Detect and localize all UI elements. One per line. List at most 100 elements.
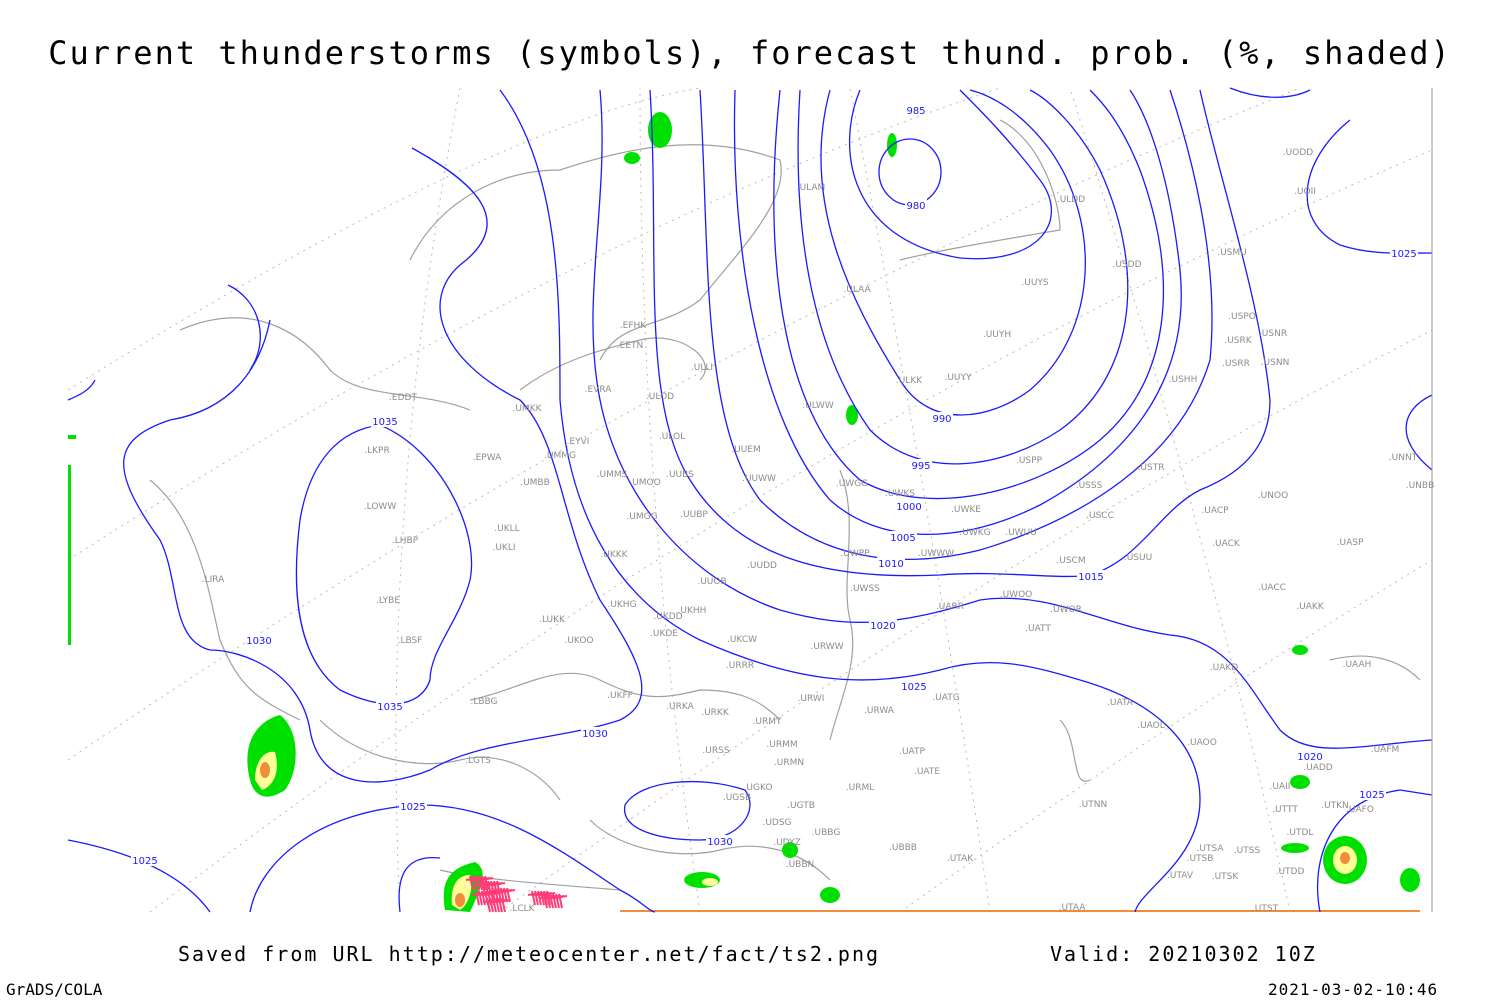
station-label: .UACC	[1258, 583, 1286, 593]
isobar-label: 1025	[400, 802, 425, 813]
station-label: .USRK	[1224, 336, 1252, 346]
station-label: .URWW	[810, 642, 843, 652]
station-label: .USRR	[1222, 359, 1250, 369]
station-label: .UTNN	[1079, 800, 1107, 810]
station-label: .UGKO	[744, 783, 773, 793]
station-label: .UOII	[1294, 187, 1316, 197]
station-label: .UMGG	[626, 512, 657, 522]
station-label: .UWUU	[1005, 528, 1037, 538]
isobar-label: 1035	[377, 702, 402, 713]
station-label: .ULLI	[691, 363, 713, 373]
isobar-label: 1035	[372, 417, 397, 428]
station-label: .UWOR	[1050, 605, 1082, 615]
station-label: .UTSA	[1197, 844, 1225, 854]
station-label: .USTR	[1138, 463, 1165, 473]
isobar-label-bg	[371, 415, 399, 427]
station-label: .UKCW	[727, 635, 757, 645]
station-label: .UUBS	[666, 470, 694, 480]
station-label: .EPWA	[473, 453, 502, 463]
station-label: .UWKS	[885, 489, 915, 499]
station-label: .USCM	[1056, 556, 1085, 566]
station-label: .UUYS	[1021, 278, 1049, 288]
isobar-label-bg	[1077, 570, 1105, 582]
station-label: .UNBB	[1406, 481, 1435, 491]
station-labels: .EDDT .LKPR .LOWW .LHBP .LIRA .LYBE .LBSF .LBBG…	[202, 148, 1435, 914]
isobar-label: 990	[932, 414, 951, 425]
thunderstorm-symbol	[482, 897, 511, 913]
station-label: .ULAM	[797, 183, 826, 193]
station-label: .UGTB	[787, 801, 815, 811]
station-label: .UKHH	[678, 606, 707, 616]
station-label: .UAOO	[1187, 738, 1217, 748]
isobar-label-bg	[581, 727, 609, 739]
station-label: .UKDE	[650, 629, 678, 639]
station-label: .USNN	[1261, 358, 1290, 368]
station-label: .EFHK	[620, 321, 647, 331]
isobar-label-bg	[399, 800, 427, 812]
station-label: .UMOO	[629, 478, 660, 488]
station-label: .UDSG	[762, 818, 791, 828]
station-label: .UTAV	[1167, 871, 1194, 881]
station-label: .UKKK	[600, 550, 628, 560]
station-label: .ULKK	[896, 376, 923, 386]
valid-time-text: Valid: 20210302 10Z	[1050, 942, 1317, 966]
station-label: .USPO	[1228, 312, 1256, 322]
station-label: .UWWW	[918, 549, 954, 559]
station-label: .UTSB	[1187, 854, 1214, 864]
station-label: .UUBP	[680, 510, 708, 520]
station-label: .UARR	[936, 602, 964, 612]
isobar-label: 1030	[246, 636, 271, 647]
station-label: .USCC	[1086, 511, 1114, 521]
station-label: .UNOO	[1258, 491, 1288, 501]
isobar-label-bg	[706, 835, 734, 847]
station-label: .UTDL	[1287, 828, 1314, 838]
station-label: .LBBG	[470, 697, 497, 707]
isobar-label-bg	[376, 700, 404, 712]
station-label: .UUYH	[983, 330, 1011, 340]
station-label: .UKDD	[653, 612, 682, 622]
station-label: .ULWW	[802, 401, 834, 411]
isobar-label: 980	[906, 201, 925, 212]
station-label: .UUWW	[742, 474, 776, 484]
station-label: .UUEM	[731, 445, 761, 455]
station-label: .UADD	[1303, 763, 1333, 773]
isobar-label: 1005	[890, 533, 915, 544]
station-label: .URML	[846, 783, 874, 793]
station-label: .ULOL	[659, 432, 685, 442]
station-label: .USHH	[1169, 375, 1198, 385]
station-label: .UMMG	[544, 451, 576, 461]
station-label: .URWA	[864, 706, 895, 716]
station-label: .UATP	[899, 747, 925, 757]
station-label: .UAKD	[1210, 663, 1239, 673]
station-label: .URMM	[766, 740, 797, 750]
generated-timestamp: 2021-03-02-10:46	[1268, 980, 1439, 999]
isobar-label-bg	[905, 199, 927, 211]
station-label: .UUDD	[747, 561, 777, 571]
source-url-text: Saved from URL http://meteocenter.net/fa…	[178, 942, 881, 966]
station-label: .URRR	[726, 661, 754, 671]
station-label: .UAAH	[1343, 660, 1372, 670]
station-label: .UBBB	[889, 843, 917, 853]
station-label: .UGSB	[723, 793, 751, 803]
station-label: .ULAA	[843, 285, 871, 295]
station-label: .EYVI	[567, 437, 590, 447]
station-label: .UBBG	[812, 828, 841, 838]
isobar-label: 1025	[132, 856, 157, 867]
station-label: .UBBN	[786, 860, 815, 870]
isobar-label-bg	[1390, 247, 1418, 259]
station-label: .USDD	[1112, 260, 1141, 270]
station-label: .UTST	[1252, 904, 1279, 914]
thunderstorm-symbol	[465, 875, 494, 891]
thunder-probability-shading	[68, 112, 1420, 912]
isobar-labels: 985 980 990 995 1000 1005 1010 1015 1020 1025 1030…	[131, 104, 1418, 867]
station-label: .UDYZ	[773, 838, 801, 848]
isobar-label-bg	[905, 104, 927, 116]
station-label: .UATT	[1025, 624, 1051, 634]
station-label: .EETN	[617, 341, 643, 351]
station-label: .UKLL	[494, 524, 519, 534]
isobar-label-bg	[245, 634, 273, 646]
station-label: .UTDD	[1276, 867, 1305, 877]
station-label: .UTAA	[1059, 903, 1087, 913]
station-label: .UUOB	[697, 577, 726, 587]
station-label: .UMBB	[520, 478, 550, 488]
